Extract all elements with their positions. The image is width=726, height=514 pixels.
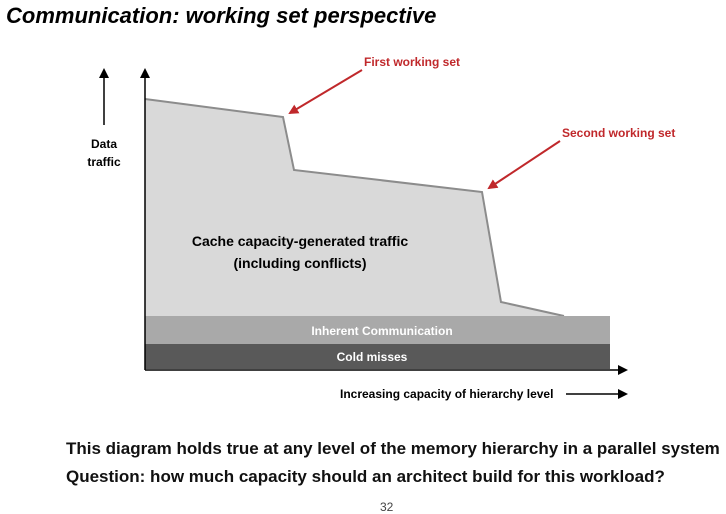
inherent-communication-band xyxy=(145,316,610,344)
inherent-communication-label: Inherent Communication xyxy=(311,324,452,338)
second-working-set-arrow xyxy=(487,140,561,190)
capacity-traffic-region xyxy=(145,99,564,316)
cold-misses-label: Cold misses xyxy=(337,350,408,364)
y-axis-label-line1: Data xyxy=(91,137,117,151)
capacity-traffic-curve xyxy=(144,98,565,317)
x-axis-label: Increasing capacity of hierarchy level xyxy=(340,387,553,401)
first-working-set-arrow xyxy=(288,69,363,115)
capacity-label-line1: Cache capacity-generated traffic xyxy=(192,233,409,249)
page-number: 32 xyxy=(380,500,394,514)
body-line-1: This diagram holds true at any level of … xyxy=(66,439,720,458)
slide-title: Communication: working set perspective xyxy=(6,3,437,28)
second-working-set-label: Second working set xyxy=(562,126,675,140)
capacity-label-line2: (including conflicts) xyxy=(234,255,367,271)
y-axis-label-line2: traffic xyxy=(87,155,121,169)
body-line-2: Question: how much capacity should an ar… xyxy=(66,467,665,486)
first-working-set-label: First working set xyxy=(364,55,460,69)
cold-misses-band xyxy=(145,344,610,369)
